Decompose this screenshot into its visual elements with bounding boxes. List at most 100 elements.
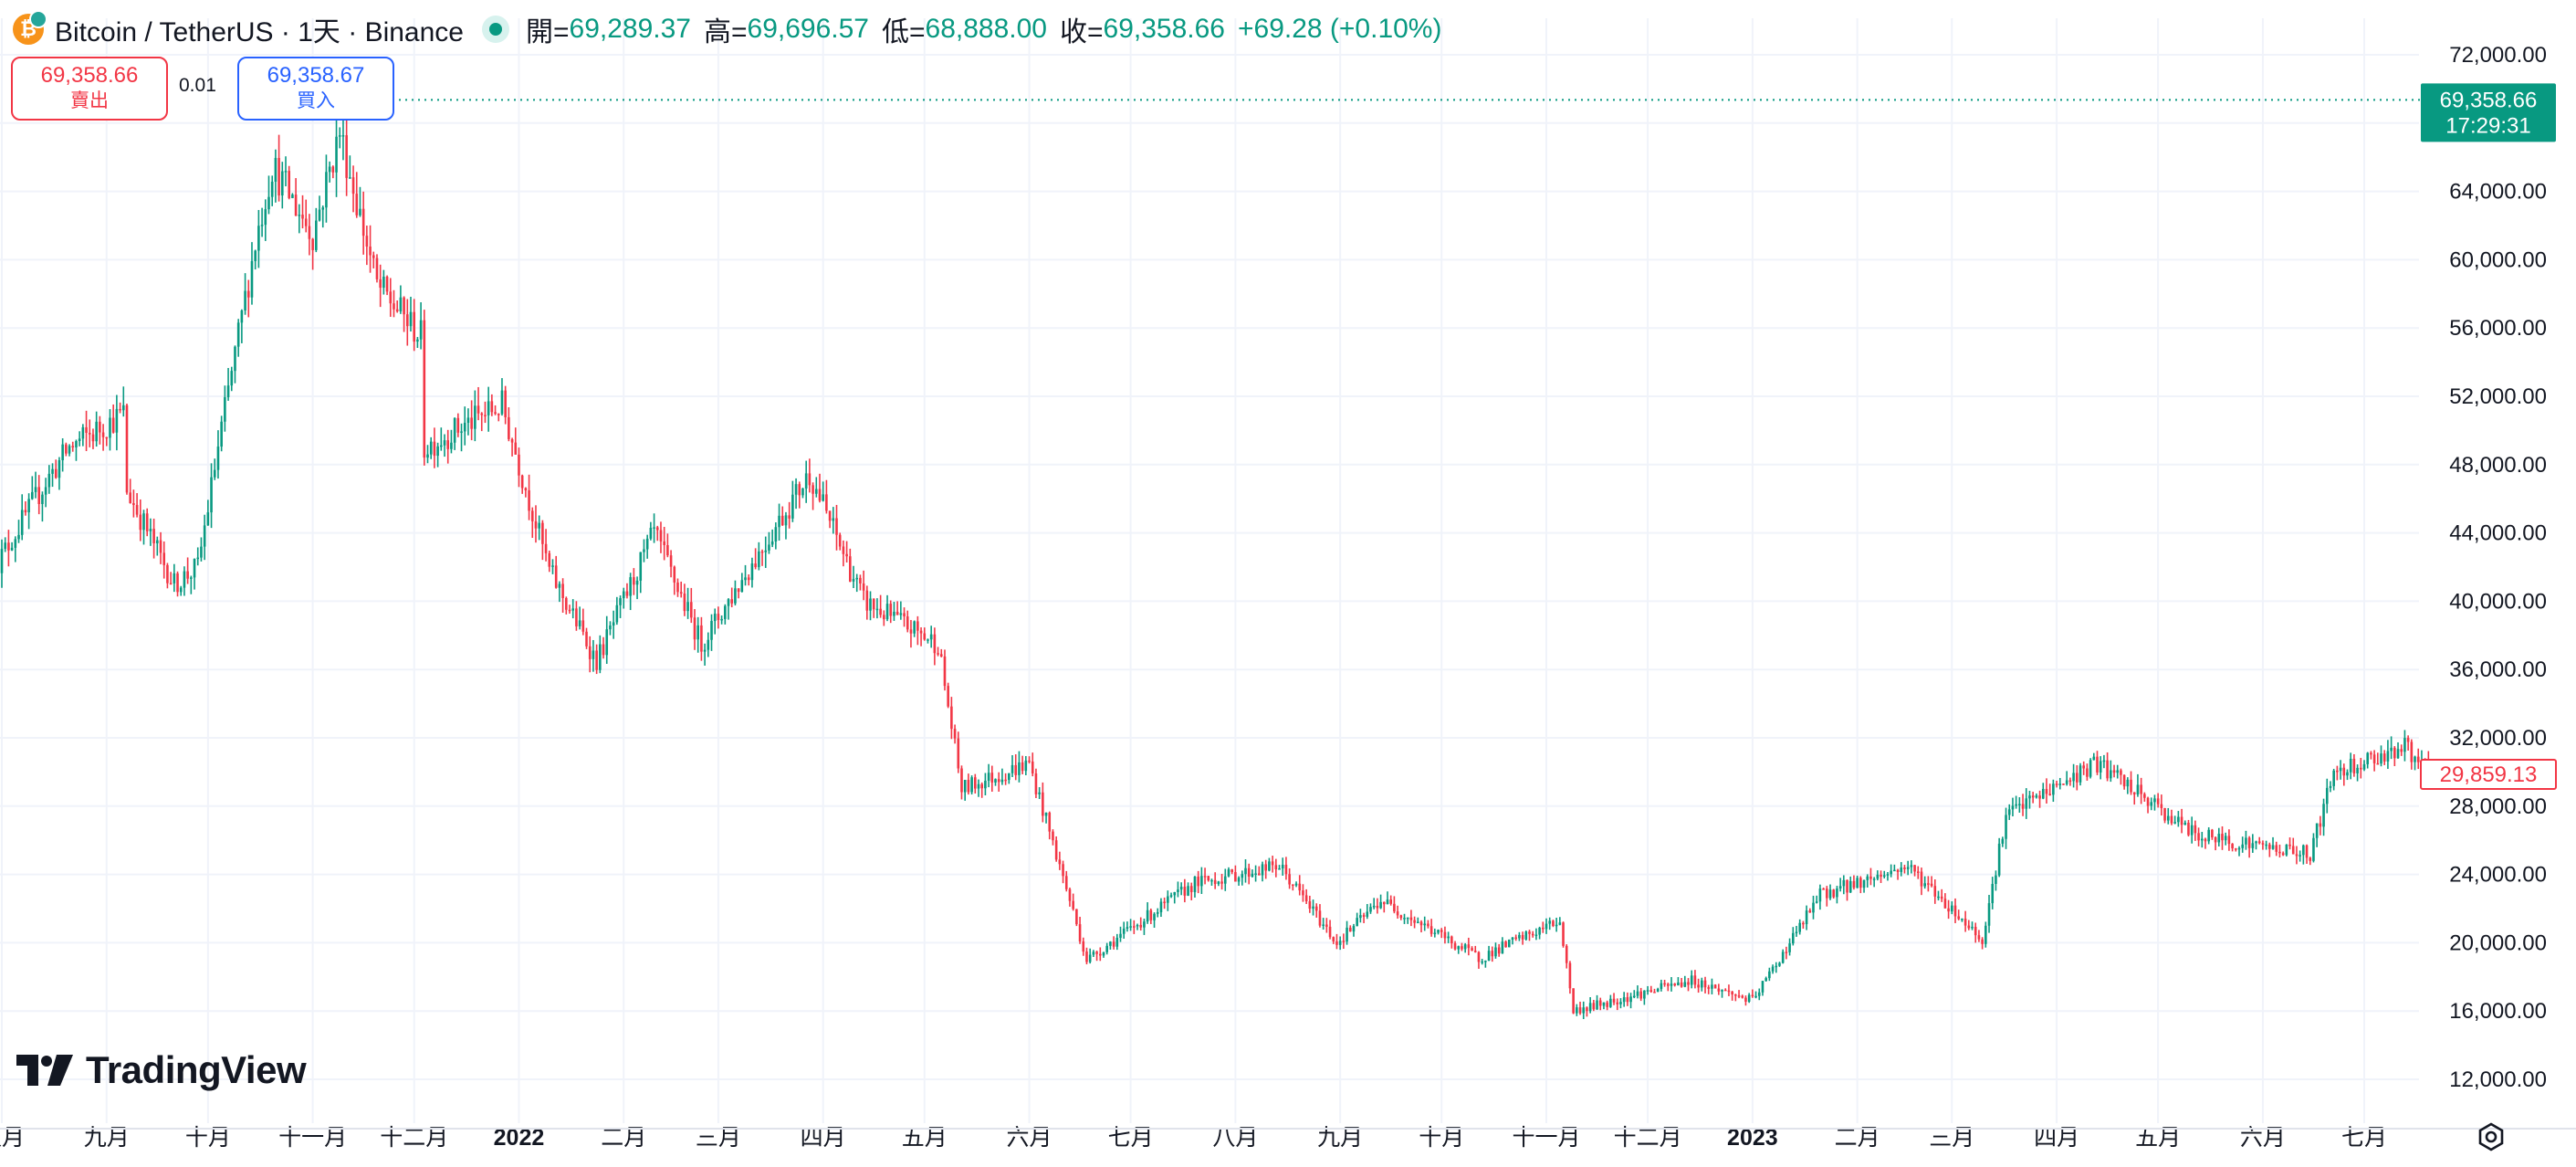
candle-body bbox=[960, 768, 963, 793]
candle-body bbox=[1673, 983, 1677, 986]
candle-body bbox=[2257, 841, 2261, 844]
candle-body bbox=[2281, 853, 2285, 856]
candle-body bbox=[71, 446, 75, 447]
candle-body bbox=[1062, 864, 1064, 877]
spread-value: 0.01 bbox=[179, 75, 216, 96]
candle-body bbox=[1052, 831, 1054, 841]
market-status-icon[interactable] bbox=[481, 16, 509, 43]
settings-icon[interactable] bbox=[2476, 1121, 2507, 1152]
candle-body bbox=[196, 557, 200, 560]
candle-body bbox=[514, 442, 518, 455]
candle-body bbox=[1352, 926, 1356, 932]
open-label: 開= bbox=[525, 17, 570, 47]
candle-body bbox=[1582, 1007, 1586, 1014]
candle-body bbox=[595, 650, 598, 670]
candle-body bbox=[10, 547, 14, 551]
candle-body bbox=[1572, 988, 1575, 1014]
candle-body bbox=[2265, 844, 2267, 846]
buy-button[interactable]: 69,358.67 買入 bbox=[237, 57, 394, 121]
candle-body bbox=[0, 549, 4, 573]
candle-body bbox=[1437, 930, 1440, 933]
candle-body bbox=[1961, 919, 1963, 920]
candle-body bbox=[1203, 876, 1207, 878]
candle-body bbox=[2288, 844, 2291, 846]
candle-body bbox=[2362, 763, 2366, 770]
candle-body bbox=[1832, 889, 1836, 898]
candle-body bbox=[1281, 865, 1284, 869]
candle-body bbox=[784, 515, 788, 526]
sell-button[interactable]: 69,358.66 賣出 bbox=[11, 57, 168, 121]
countdown-label: 17:29:31 bbox=[2445, 113, 2530, 138]
candle-body bbox=[1940, 896, 1943, 899]
candle-body bbox=[2214, 836, 2217, 843]
candle-body bbox=[994, 779, 997, 783]
candle-body bbox=[947, 686, 949, 707]
candle-body bbox=[1578, 1007, 1582, 1014]
candle-body bbox=[1136, 924, 1139, 927]
candle-body bbox=[474, 405, 476, 429]
candle-body bbox=[338, 135, 341, 137]
candle-body bbox=[939, 654, 943, 657]
candle-body bbox=[707, 639, 710, 650]
price-axis[interactable]: 12,000.00 16,000.00 20,000.00 24,000.00 28,0… bbox=[2420, 43, 2557, 1092]
candle-body bbox=[933, 634, 937, 654]
candle-body bbox=[1747, 994, 1751, 1002]
candle-body bbox=[2150, 802, 2153, 806]
candle-body bbox=[676, 582, 679, 593]
candle-body bbox=[1119, 933, 1122, 938]
candle-body bbox=[1791, 932, 1795, 944]
candle-body bbox=[355, 194, 359, 216]
candle-body bbox=[970, 777, 973, 793]
candle-body bbox=[1098, 953, 1102, 956]
candle-body bbox=[849, 556, 852, 582]
candle-body bbox=[703, 649, 707, 652]
candle-body bbox=[1727, 990, 1731, 993]
candle-body bbox=[2001, 838, 2005, 844]
candle-body bbox=[1775, 965, 1778, 968]
symbol-title[interactable]: Bitcoin / TetherUS · 1天 · Binance bbox=[55, 17, 464, 47]
candle-body bbox=[2207, 829, 2210, 842]
candle-body bbox=[2376, 762, 2380, 765]
candle-body bbox=[1687, 982, 1690, 985]
y-tick-label: 72,000.00 bbox=[2449, 43, 2547, 68]
candle-body bbox=[655, 527, 659, 531]
candle-body bbox=[1768, 971, 1771, 979]
candle-body bbox=[186, 571, 189, 579]
candle-body bbox=[2231, 844, 2234, 849]
candle-body bbox=[1609, 998, 1612, 1007]
candle-body bbox=[216, 447, 220, 470]
candle-body bbox=[518, 454, 520, 476]
candle-body bbox=[372, 255, 375, 258]
candle-body bbox=[169, 583, 173, 585]
open-value: 69,289.37 bbox=[569, 14, 691, 44]
candle-body bbox=[1382, 901, 1386, 905]
candle-body bbox=[2217, 834, 2221, 843]
candle-body bbox=[895, 611, 899, 615]
candle-body bbox=[1461, 946, 1463, 950]
time-axis[interactable]: 八月九月十月十一月十二月2022二月三月四月五月六月七月八月九月十月十一月十二月… bbox=[0, 1125, 2576, 1151]
candle-body bbox=[1126, 927, 1129, 929]
candles bbox=[0, 111, 2430, 1020]
candle-body bbox=[1328, 926, 1332, 938]
candle-body bbox=[480, 413, 484, 415]
candle-body bbox=[1859, 878, 1862, 888]
candle-body bbox=[740, 580, 744, 593]
candle-body bbox=[683, 594, 686, 612]
candle-body bbox=[649, 527, 653, 539]
candle-body bbox=[2406, 738, 2410, 742]
candle-body bbox=[361, 208, 365, 237]
candle-body bbox=[423, 320, 426, 458]
candle-body bbox=[1450, 936, 1453, 944]
candle-body bbox=[1258, 873, 1261, 876]
candle-body bbox=[1167, 896, 1169, 903]
candle-body bbox=[578, 620, 581, 626]
tradingview-logo[interactable]: TradingView bbox=[16, 1048, 307, 1092]
candle-body bbox=[1011, 764, 1014, 773]
candle-body bbox=[605, 629, 609, 656]
candle-body bbox=[2329, 785, 2332, 788]
candle-body bbox=[619, 598, 622, 605]
candle-body bbox=[2359, 767, 2362, 770]
candle-body bbox=[1393, 903, 1396, 912]
candle-body bbox=[679, 592, 683, 594]
